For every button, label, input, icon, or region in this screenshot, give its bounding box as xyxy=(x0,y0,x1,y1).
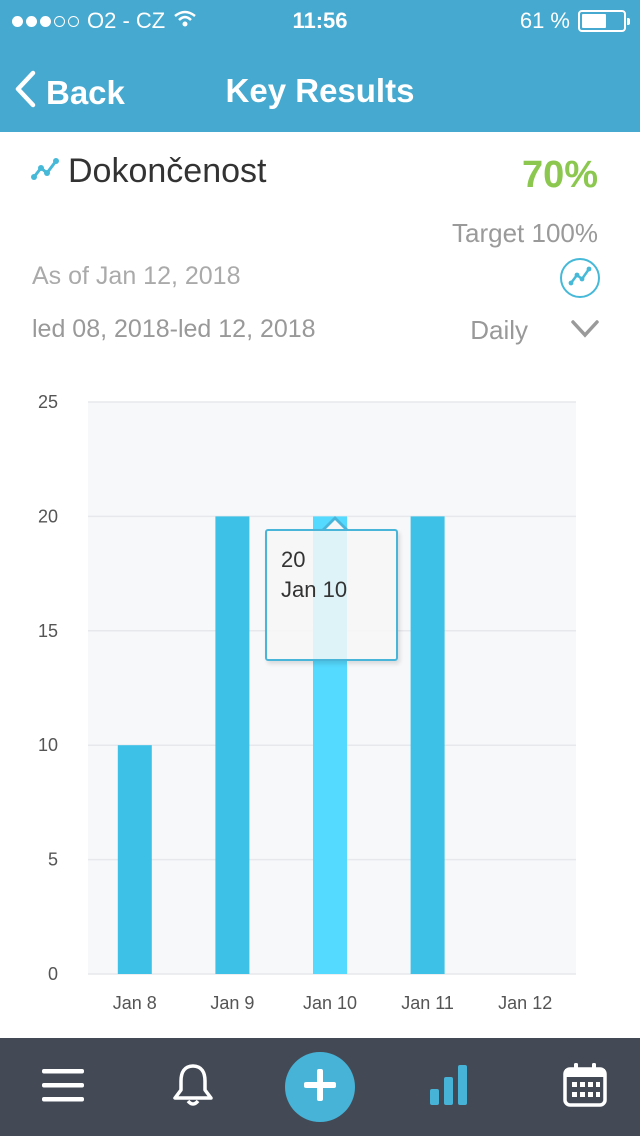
menu-icon xyxy=(41,1066,85,1109)
status-right: 61 % xyxy=(519,8,630,34)
key-result-name: Dokončenost xyxy=(68,152,267,190)
back-button[interactable]: Back xyxy=(14,70,125,116)
bar-chart-icon xyxy=(426,1063,470,1112)
tab-bar xyxy=(0,1038,640,1136)
chevron-down-icon[interactable] xyxy=(570,318,600,345)
tooltip-date: Jan 10 xyxy=(281,577,348,602)
tab-calendar[interactable] xyxy=(552,1038,618,1136)
as-of-date: As of Jan 12, 2018 xyxy=(32,262,241,290)
bar[interactable] xyxy=(215,516,250,974)
trend-chart-button[interactable] xyxy=(560,258,600,298)
date-range: led 08, 2018-led 12, 2018 xyxy=(32,315,316,343)
chevron-left-icon xyxy=(14,70,36,116)
chart-tooltip: 20 Jan 10 xyxy=(265,529,398,661)
x-tick-label: Jan 9 xyxy=(210,993,254,1013)
bar[interactable] xyxy=(117,745,152,974)
tab-menu[interactable] xyxy=(30,1038,96,1136)
status-bar: O2 - CZ 11:56 61 % xyxy=(0,0,640,40)
tooltip-arrow-fill xyxy=(324,520,346,531)
completion-percent: 70% xyxy=(521,154,598,196)
bell-icon xyxy=(171,1062,215,1113)
bar[interactable] xyxy=(410,516,445,974)
back-label: Back xyxy=(46,74,125,111)
y-tick-label: 0 xyxy=(48,964,58,984)
header: O2 - CZ 11:56 61 % Back Key Results xyxy=(0,0,640,132)
bar-chart: 0 5 10 15 20 25 Jan 8 Jan 9 Jan 10 Jan 11 Jan 12 xyxy=(38,392,576,1013)
period-select[interactable]: Daily xyxy=(470,315,528,345)
x-tick-label: Jan 12 xyxy=(498,993,552,1013)
page-title: Key Results xyxy=(225,72,415,109)
y-tick-label: 10 xyxy=(38,735,58,755)
plus-icon xyxy=(301,1066,339,1109)
tooltip-value: 20 xyxy=(281,547,306,572)
key-result-title-row: Dokončenost xyxy=(30,152,266,191)
battery-label: 61 % xyxy=(519,8,570,33)
status-left: O2 - CZ xyxy=(12,8,197,34)
signal-strength-icon xyxy=(12,15,79,27)
battery-icon xyxy=(578,10,630,32)
tab-notifications[interactable] xyxy=(160,1038,226,1136)
y-tick-label: 15 xyxy=(38,621,58,641)
target-value: Target 100% xyxy=(452,218,598,248)
nav-bar: Back Key Results xyxy=(0,62,640,122)
x-tick-label: Jan 10 xyxy=(303,993,357,1013)
status-time: 11:56 xyxy=(292,8,348,33)
tab-statistics[interactable] xyxy=(415,1038,481,1136)
y-tick-label: 25 xyxy=(38,392,58,412)
trend-line-icon xyxy=(568,265,592,292)
wifi-icon xyxy=(173,8,197,34)
calendar-icon xyxy=(562,1062,608,1113)
carrier-label: O2 - CZ xyxy=(87,8,166,33)
x-tick-label: Jan 8 xyxy=(113,993,157,1013)
y-tick-label: 20 xyxy=(38,506,58,526)
add-button[interactable] xyxy=(285,1052,355,1122)
trend-line-icon xyxy=(30,156,60,187)
y-tick-label: 5 xyxy=(48,850,58,870)
x-tick-label: Jan 11 xyxy=(401,993,454,1013)
